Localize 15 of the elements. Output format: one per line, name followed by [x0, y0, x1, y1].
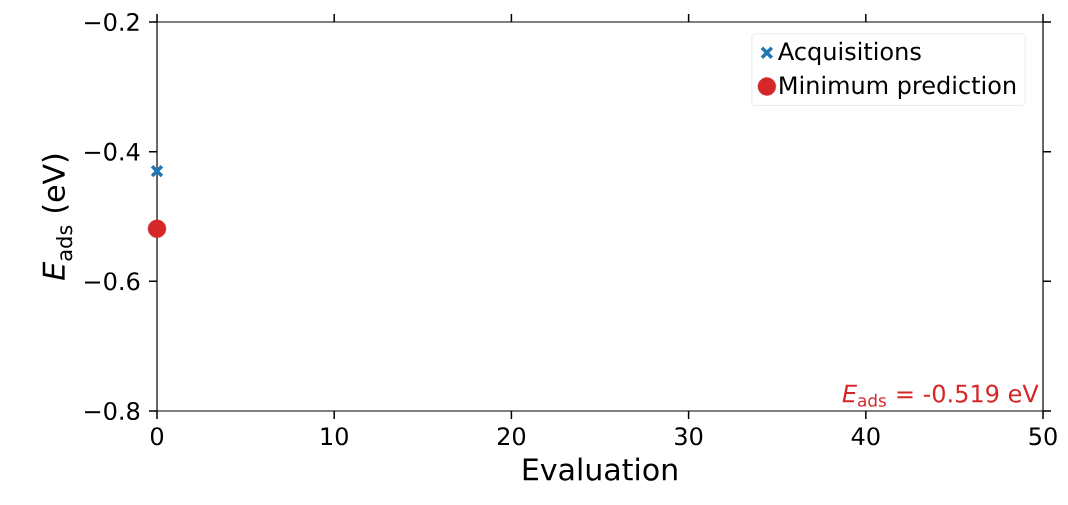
x-tick-label: 0: [150, 427, 164, 446]
y-axis-title: E$_{ads}$ (eV): [41, 154, 73, 280]
annotation: E$_{ads}$ = -0.519 eV: [842, 384, 1039, 407]
y-tick-label: −0.6: [85, 272, 140, 291]
x-tick-label: 20: [497, 427, 526, 446]
x-tick-label: 30: [675, 427, 703, 446]
legend-label: Acquisitions: [778, 41, 921, 66]
y-tick-label: −0.4: [85, 142, 140, 161]
y-tick-label: −0.8: [85, 401, 140, 421]
x-tick-label: 10: [321, 427, 348, 446]
y-tick-label: −0.2: [85, 12, 139, 32]
x-tick-label: 50: [1029, 427, 1057, 446]
legend-label: Minimum prediction: [780, 75, 1016, 99]
x-axis-title: Evaluation: [523, 457, 677, 481]
x-tick-label: 40: [851, 427, 880, 446]
